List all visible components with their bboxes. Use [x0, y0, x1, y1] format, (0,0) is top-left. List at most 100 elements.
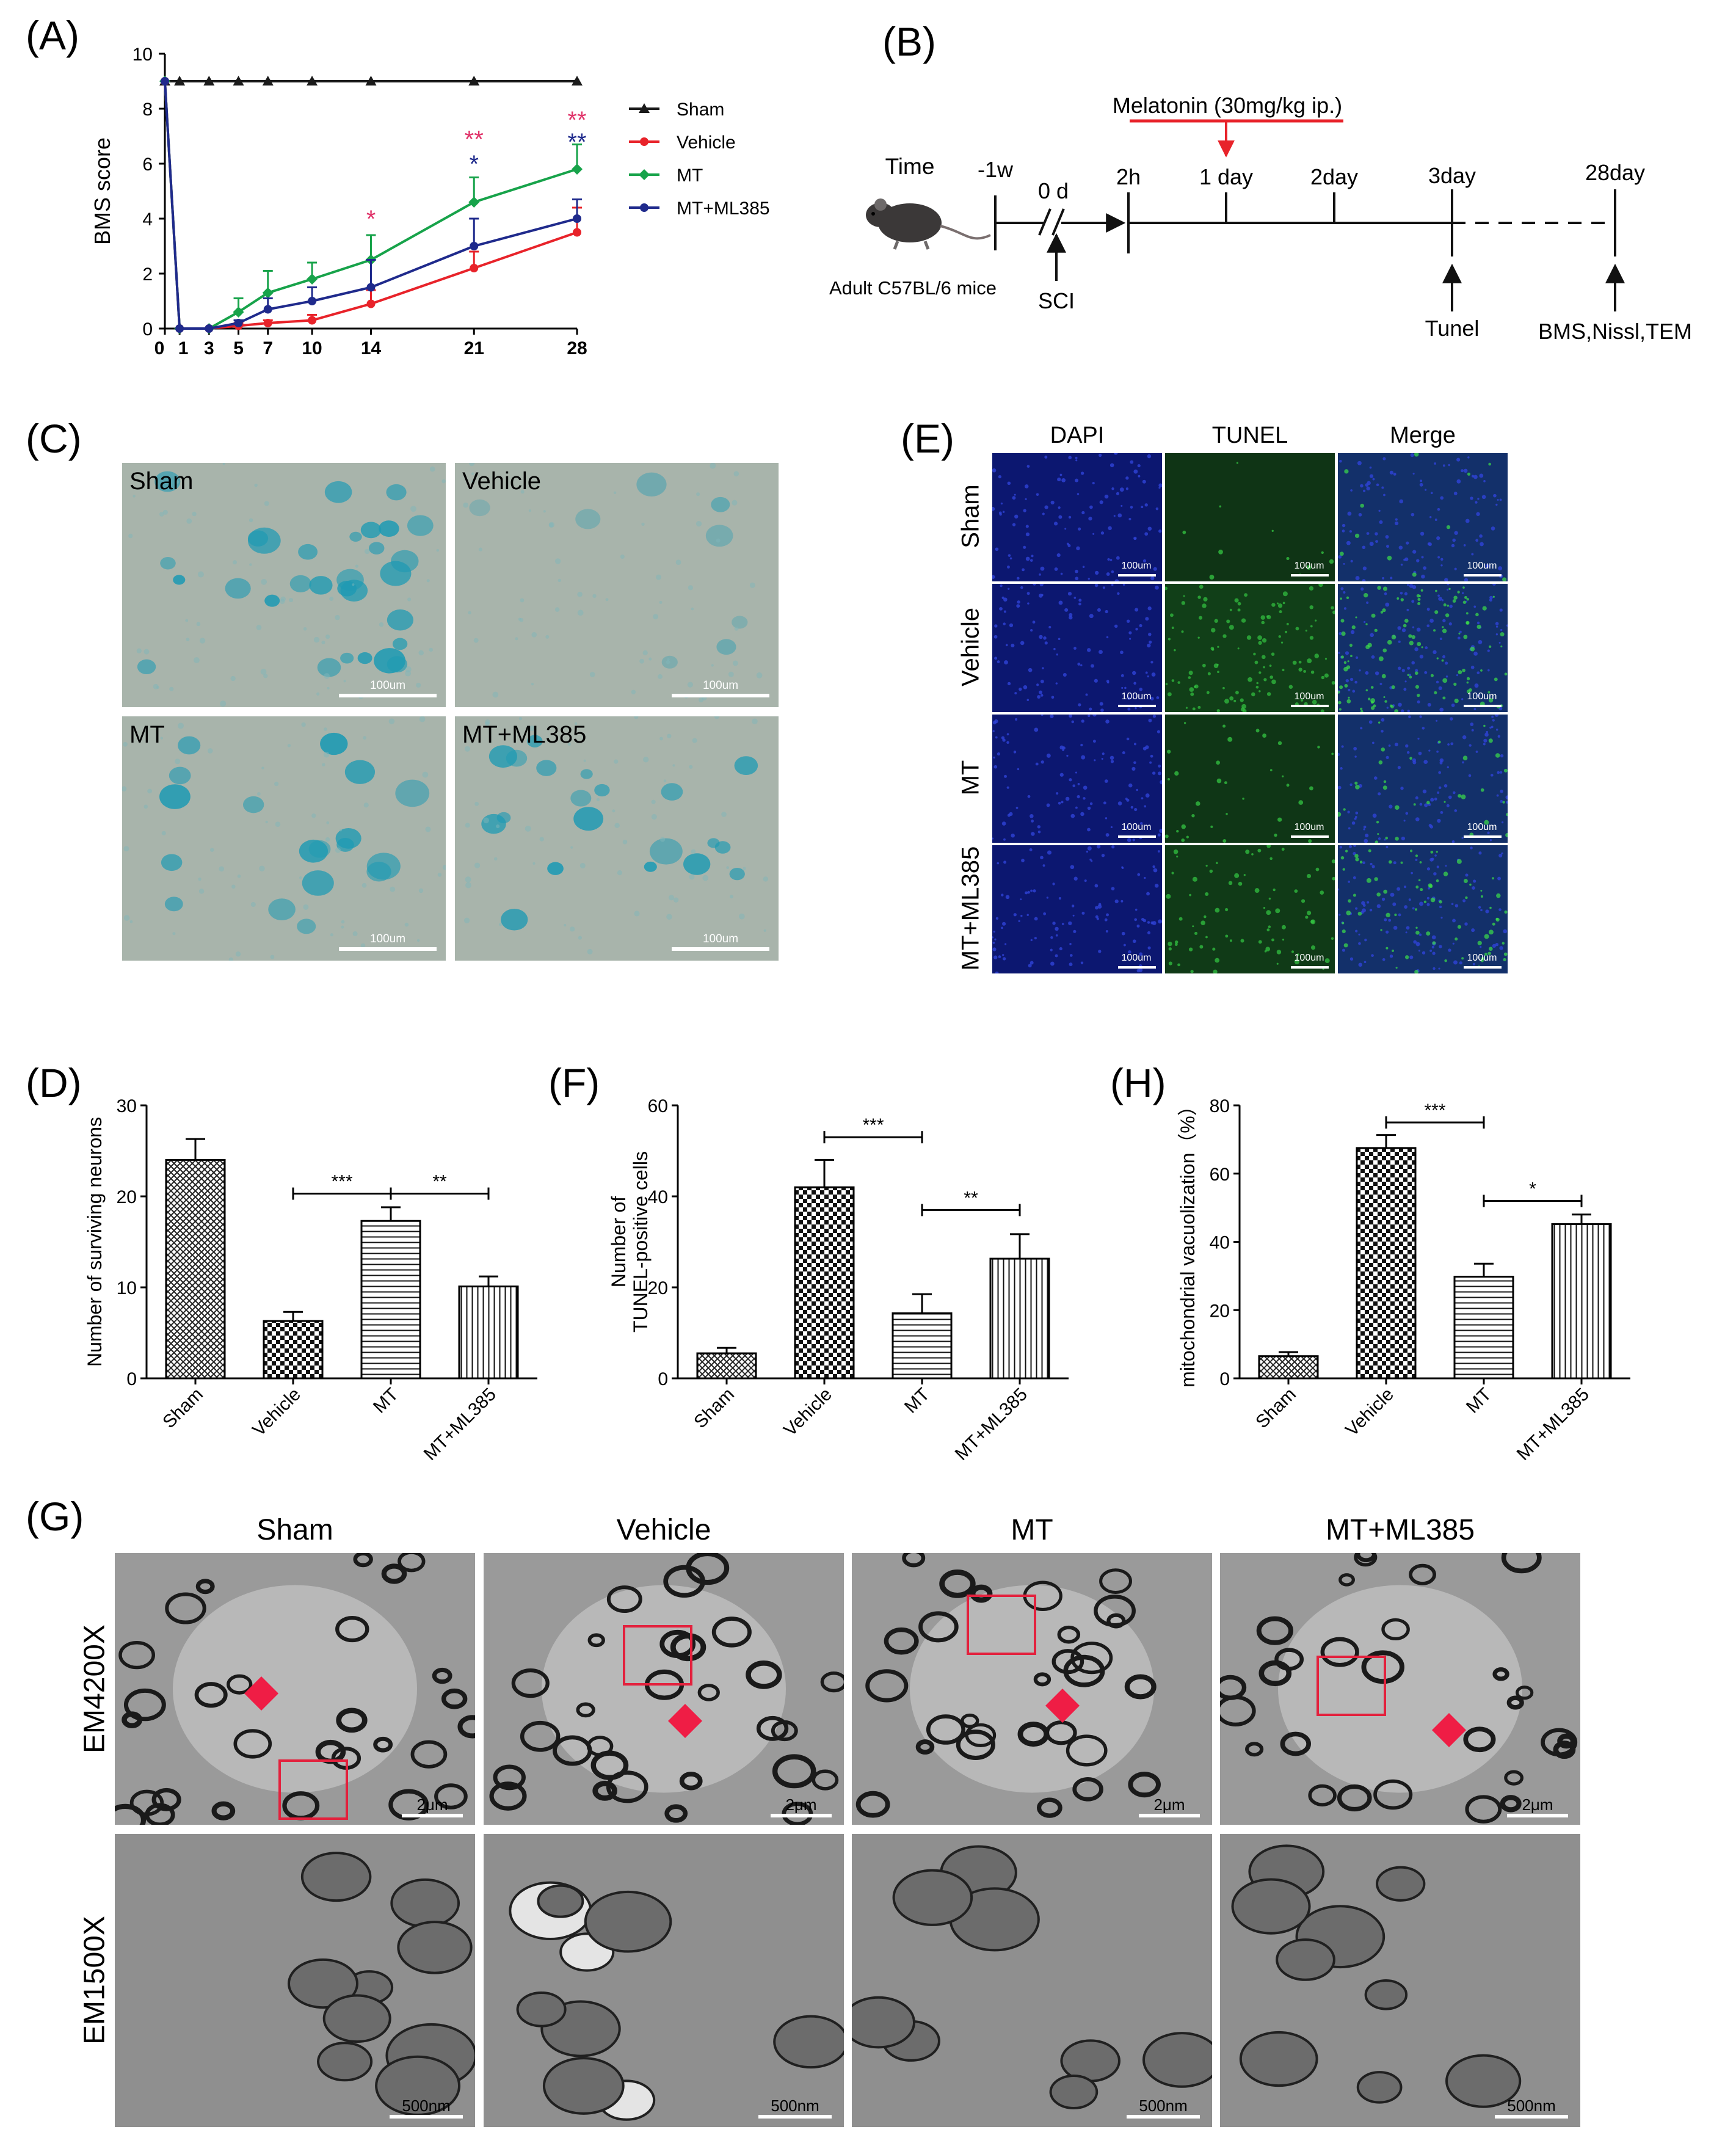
dapi-nucleus — [1448, 622, 1452, 626]
dapi-nucleus — [1123, 944, 1126, 947]
tunel-signal — [1502, 577, 1507, 581]
dapi-nucleus — [1454, 809, 1458, 812]
dapi-nucleus — [1385, 602, 1390, 607]
background-dot — [254, 483, 258, 487]
tunel-column-header: DAPI — [1050, 423, 1105, 448]
dapi-nucleus — [1000, 502, 1003, 505]
background-dot — [418, 650, 424, 656]
neuron-cell — [308, 840, 331, 858]
myelin-ring — [1320, 1637, 1359, 1667]
tunel-signal — [1492, 595, 1495, 598]
dapi-nucleus — [1371, 655, 1375, 659]
tunel-signal — [1351, 625, 1356, 630]
scale-bar — [390, 2115, 463, 2119]
myelin-ring — [1070, 1642, 1113, 1675]
tunel-signal — [1383, 889, 1388, 894]
tunel-signal — [1487, 691, 1491, 694]
dapi-nucleus — [1059, 773, 1064, 777]
background-dot — [390, 886, 396, 892]
myelin-ring — [1274, 1648, 1304, 1671]
dapi-nucleus — [1399, 499, 1404, 504]
dapi-nucleus — [1138, 967, 1143, 972]
bar-mt — [1453, 1275, 1514, 1380]
background-dot — [525, 825, 531, 832]
dapi-nucleus — [1026, 465, 1030, 468]
dapi-nucleus — [1370, 862, 1373, 865]
dapi-nucleus — [1046, 897, 1049, 899]
tunel-signal — [1176, 856, 1179, 858]
nissl-texture — [463, 463, 763, 703]
dapi-nucleus — [1055, 954, 1058, 958]
mitochondrion — [1364, 1979, 1408, 2010]
y-tick-label: 20 — [117, 1187, 137, 1207]
background-dot — [663, 779, 667, 782]
dapi-nucleus — [1102, 586, 1106, 589]
background-dot — [465, 882, 471, 889]
dapi-nucleus — [1405, 812, 1409, 815]
data-point — [308, 316, 317, 325]
tunel-signal — [1269, 769, 1273, 771]
significance-mark: ** — [432, 1172, 447, 1192]
tunel-signal — [1211, 648, 1215, 651]
dapi-nucleus — [1428, 749, 1431, 752]
background-dot — [668, 895, 675, 901]
tunel-signal — [1244, 593, 1248, 597]
tunel-signal — [1389, 860, 1392, 864]
dapi-nucleus — [1025, 532, 1030, 537]
background-dot — [361, 882, 367, 888]
dapi-nucleus — [1029, 848, 1033, 851]
dapi-nucleus — [1393, 472, 1396, 476]
dapi-nucleus — [1051, 696, 1055, 699]
background-dot — [264, 501, 269, 506]
myelin-ring — [1258, 1660, 1292, 1687]
neuron-cell — [309, 576, 333, 595]
tem-texture — [288, 1852, 475, 2116]
myelin-ring — [1506, 1695, 1524, 1710]
tunel-signal — [1453, 595, 1458, 600]
dapi-nucleus — [1439, 637, 1442, 641]
tunel-signal — [1370, 706, 1375, 710]
dapi-nucleus — [1065, 796, 1070, 801]
dapi-nucleus — [1105, 609, 1108, 614]
dapi-nucleus — [1339, 846, 1343, 849]
dapi-nucleus — [1055, 934, 1058, 937]
fluorescence-image: 100um — [1338, 584, 1508, 712]
dapi-nucleus — [1032, 620, 1036, 624]
tunel-signal — [1256, 682, 1258, 685]
dapi-nucleus — [1068, 921, 1072, 926]
dapi-nucleus — [1465, 873, 1469, 877]
neuron-cell — [636, 472, 667, 496]
background-dot — [172, 932, 176, 936]
tunel-signal — [1455, 937, 1458, 941]
background-dot — [596, 798, 600, 801]
fluorescence-image: 100um — [992, 584, 1162, 712]
tunel-signal — [1391, 685, 1395, 689]
y-axis-label: mitochondrial vacuolization（%） — [1177, 1096, 1199, 1388]
background-dot — [659, 737, 663, 741]
tunel-signal — [1274, 834, 1277, 837]
myelin-ring — [151, 1788, 181, 1811]
tunel-signal — [1165, 586, 1168, 591]
tunel-signal — [1209, 575, 1215, 580]
tunel-signal — [1444, 801, 1446, 803]
tunel-signal — [1413, 803, 1416, 806]
dapi-nucleus — [1355, 656, 1359, 659]
dapi-nucleus — [1080, 961, 1084, 964]
dapi-nucleus — [1412, 550, 1417, 554]
dapi-nucleus — [1003, 622, 1006, 625]
background-dot — [249, 563, 252, 566]
tunel-signal — [1395, 837, 1399, 841]
dapi-nucleus — [1069, 616, 1073, 620]
tunel-signal — [1199, 584, 1204, 589]
dapi-nucleus — [1483, 743, 1486, 746]
myelin-ring — [939, 1569, 976, 1598]
sci-label: SCI — [1038, 288, 1075, 313]
significance-mark: *** — [331, 1172, 352, 1192]
dapi-nucleus — [1389, 955, 1393, 958]
dapi-nucleus — [1075, 456, 1078, 459]
background-dot — [543, 510, 546, 513]
dapi-nucleus — [1365, 671, 1369, 675]
tunel-signal — [1409, 641, 1414, 646]
background-dot — [520, 598, 525, 603]
